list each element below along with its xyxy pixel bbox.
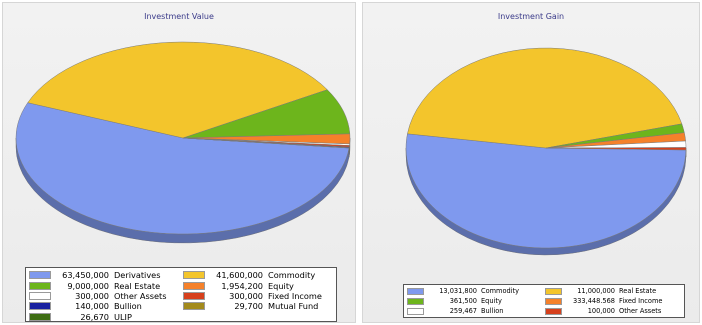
legend-label: Other Assets <box>114 290 167 301</box>
legend-value: 300,000 <box>229 290 263 301</box>
legend-item-ulip: 26,670 ULIP <box>29 312 183 322</box>
legend-item-fixed-income: 333,448.568 Fixed Income <box>545 296 683 306</box>
pie-slice-ulip <box>182 137 350 149</box>
legend-label: Mutual Fund <box>268 301 319 312</box>
pie-slice-commodity <box>27 41 328 139</box>
legend-item-equity: 1,954,200 Equity <box>183 280 337 291</box>
legend-swatch <box>29 302 51 311</box>
legend-item-bullion: 259,467 Bullion <box>407 306 545 316</box>
legend-label: Bullion <box>114 301 142 312</box>
investment-gain-chart: Investment Gain 13,031,800 Commodity 11,00… <box>362 2 700 323</box>
legend-swatch <box>183 271 205 280</box>
legend-value: 140,000 <box>75 301 109 312</box>
legend-label: ULIP <box>114 311 132 322</box>
legend-value: 63,450,000 <box>62 270 109 281</box>
pie-slice-derivatives <box>15 102 350 235</box>
pie-slice-other-assets <box>545 147 687 151</box>
investment-gain-legend: 13,031,800 Commodity 11,000,000 Real Estate… <box>403 284 685 318</box>
legend-value: 1,954,200 <box>221 280 263 291</box>
legend-item-real-estate: 11,000,000 Real Estate <box>545 286 683 296</box>
legend-label: Equity <box>481 297 502 305</box>
investment-gain-pie <box>405 47 687 256</box>
legend-label: Real Estate <box>619 287 657 295</box>
legend-swatch <box>183 302 205 311</box>
legend-swatch <box>183 281 205 290</box>
legend-label: Other Assets <box>619 307 662 315</box>
legend-item-commodity: 13,031,800 Commodity <box>407 286 545 296</box>
legend-item-other-assets: 300,000 Other Assets <box>29 291 183 301</box>
legend-value: 333,448.568 <box>573 297 615 305</box>
legend-item-commodity: 41,600,000 Commodity <box>183 270 337 280</box>
legend-value: 259,467 <box>449 307 477 315</box>
investment-value-chart: Investment Value 63,450,000 Derivatives 41… <box>2 2 356 323</box>
legend-value: 26,670 <box>80 311 109 322</box>
legend-item-fixed-income: 300,000 Fixed Income <box>183 291 337 301</box>
legend-value: 41,600,000 <box>216 270 263 281</box>
legend-label: Bullion <box>481 307 504 315</box>
legend-item-real-estate: 9,000,000 Real Estate <box>29 280 183 291</box>
legend-swatch <box>29 281 51 290</box>
legend-swatch <box>407 297 424 305</box>
legend-label: Equity <box>268 280 294 291</box>
legend-item-equity: 361,500 Equity <box>407 296 545 306</box>
legend-label: Commodity <box>268 270 316 281</box>
legend-swatch <box>545 307 562 315</box>
chart-title: Investment Gain <box>497 12 565 21</box>
legend-swatch <box>407 287 424 295</box>
legend-swatch <box>407 307 424 315</box>
legend-swatch <box>545 287 562 295</box>
legend-item-bullion: 140,000 Bullion <box>29 301 183 311</box>
legend-value: 13,031,800 <box>439 287 477 295</box>
legend-value: 100,000 <box>587 307 615 315</box>
legend-label: Derivatives <box>114 270 161 281</box>
legend-value: 9,000,000 <box>67 280 109 291</box>
pie-slice-commodity <box>405 133 687 249</box>
chart-title: Investment Value <box>144 12 214 21</box>
investment-value-legend: 63,450,000 Derivatives 41,600,000 Commodity… <box>25 267 337 322</box>
legend-item-other-assets: 100,000 Other Assets <box>545 306 683 316</box>
legend-value: 29,700 <box>234 301 263 312</box>
legend-label: Fixed Income <box>268 290 322 301</box>
legend-label: Real Estate <box>114 280 161 291</box>
legend-swatch <box>29 271 51 280</box>
legend-value: 361,500 <box>449 297 477 305</box>
legend-value: 11,000,000 <box>577 287 615 295</box>
legend-label: Fixed Income <box>619 297 663 305</box>
legend-value: 300,000 <box>75 290 109 301</box>
legend-swatch <box>29 291 51 300</box>
investment-value-pie <box>15 41 351 244</box>
legend-swatch <box>545 297 562 305</box>
legend-label: Commodity <box>481 287 520 295</box>
legend-item-mutual-fund: 29,700 Mutual Fund <box>183 301 337 311</box>
legend-swatch <box>29 312 51 321</box>
legend-swatch <box>183 291 205 300</box>
pie-slice-real-estate <box>407 47 683 149</box>
legend-item-derivatives: 63,450,000 Derivatives <box>29 270 183 280</box>
